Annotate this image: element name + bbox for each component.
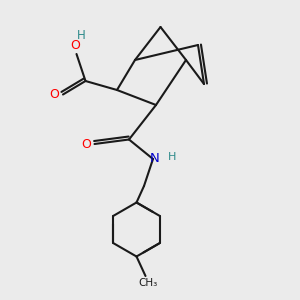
Text: O: O	[50, 88, 59, 101]
Text: O: O	[70, 39, 80, 52]
Text: CH₃: CH₃	[139, 278, 158, 289]
Text: H: H	[76, 29, 85, 42]
Text: N: N	[150, 152, 159, 166]
Text: H: H	[167, 152, 176, 162]
Text: O: O	[81, 137, 91, 151]
